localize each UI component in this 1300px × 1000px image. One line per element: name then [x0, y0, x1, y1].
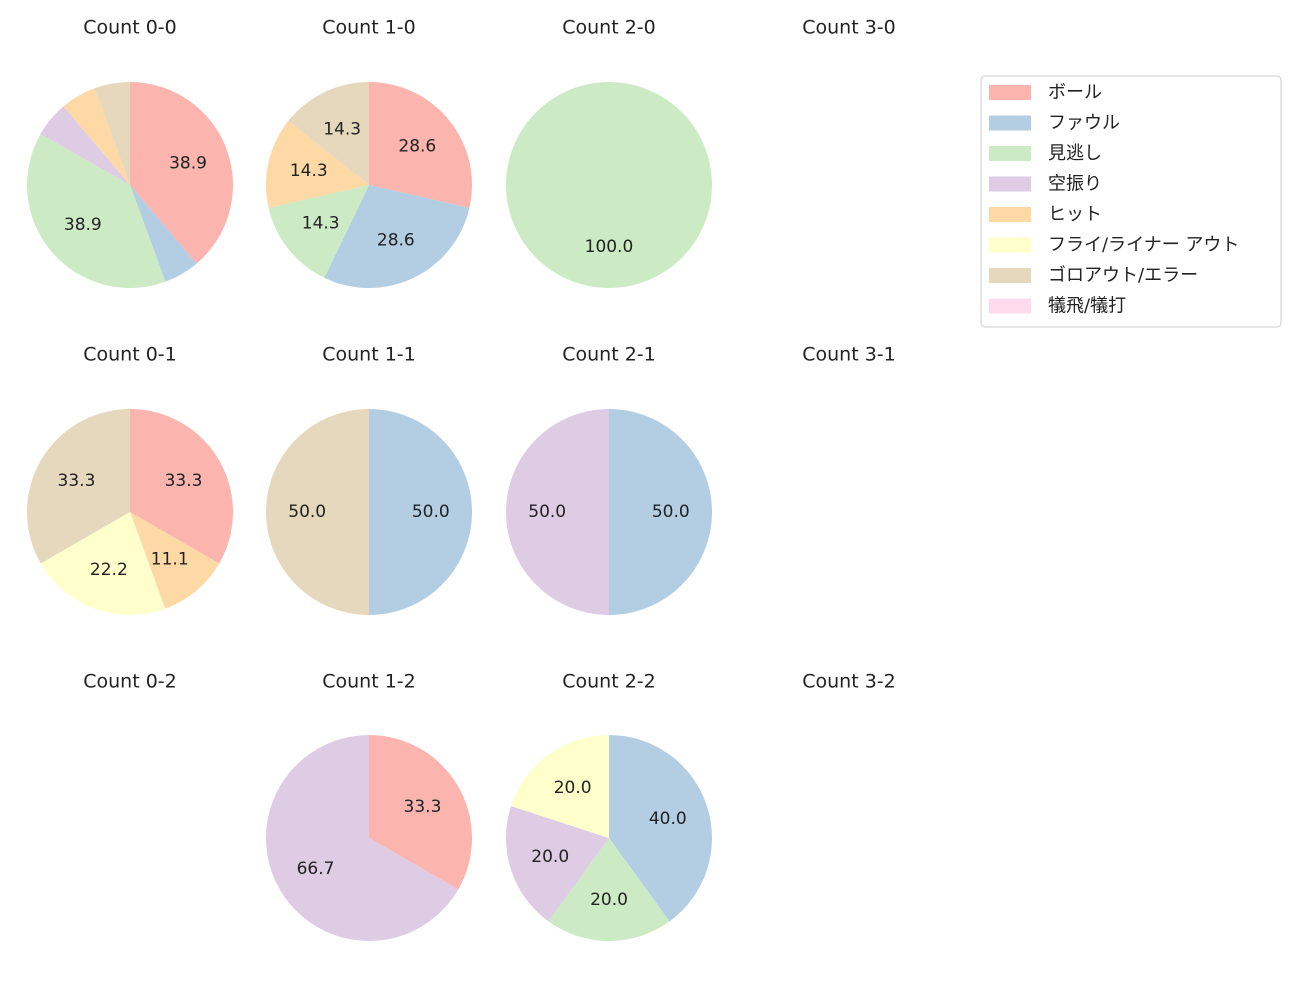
chart-title: Count 0-0	[83, 17, 177, 39]
value-label: 20.0	[554, 778, 592, 798]
legend-box	[980, 75, 1282, 328]
value-label: 20.0	[590, 890, 628, 910]
value-label: 100.0	[585, 237, 634, 257]
legend-label: ファウル	[1048, 113, 1120, 134]
value-label: 40.0	[649, 809, 687, 829]
pie-slice	[506, 409, 609, 615]
value-label: 38.9	[169, 154, 207, 174]
value-label: 50.0	[288, 502, 326, 522]
chart-title: Count 2-2	[562, 671, 656, 693]
legend-label: ヒット	[1048, 204, 1102, 225]
value-label: 14.3	[323, 119, 361, 139]
pie-slice	[369, 409, 472, 615]
value-label: 38.9	[64, 215, 102, 235]
pie-slice	[268, 185, 369, 278]
pie-slice	[506, 82, 712, 288]
pie-slice	[26, 134, 166, 289]
chart-title: Count 1-1	[322, 344, 416, 366]
value-label: 33.3	[165, 471, 203, 491]
chart-title: Count 3-2	[802, 671, 896, 693]
legend-swatch	[989, 237, 1031, 253]
pie-slice	[266, 409, 369, 615]
pie-slice	[130, 512, 220, 609]
legend-label: フライ/ライナー アウト	[1048, 235, 1239, 256]
pie-slice	[40, 512, 166, 615]
pie-slice	[130, 409, 233, 564]
pie-slice	[94, 82, 130, 185]
legend-swatch	[989, 176, 1031, 192]
chart-title: Count 2-0	[562, 17, 656, 39]
value-label: 14.3	[302, 214, 340, 234]
legend-swatch	[989, 207, 1031, 222]
pie-slice	[548, 838, 670, 941]
value-label: 14.3	[290, 161, 328, 181]
pie-slice	[369, 82, 472, 208]
pie-slice	[130, 185, 197, 282]
value-label: 33.3	[58, 471, 96, 491]
value-label: 66.7	[297, 859, 335, 879]
pie-slice	[288, 82, 369, 185]
legend-label: ゴロアウト/エラー	[1048, 265, 1198, 286]
pie-slice	[324, 185, 470, 289]
chart-title: Count 1-2	[322, 671, 416, 693]
pie-slice	[609, 735, 713, 922]
value-label: 11.1	[151, 549, 189, 569]
pie-slice	[27, 409, 130, 564]
chart-title: Count 1-0	[322, 17, 416, 39]
chart-title: Count 0-2	[83, 671, 177, 693]
value-label: 50.0	[528, 502, 566, 522]
legend-swatch	[989, 85, 1031, 100]
pie-slice	[369, 735, 472, 890]
value-label: 22.2	[90, 560, 128, 580]
chart-title: Count 3-1	[802, 344, 896, 366]
pie-slice	[40, 106, 130, 185]
value-label: 50.0	[412, 502, 450, 522]
pie-slice	[130, 82, 234, 264]
pie-slice	[506, 806, 609, 922]
legend-label: ボール	[1048, 82, 1102, 103]
legend-label: 見逃し	[1048, 143, 1102, 164]
legend-swatch	[989, 268, 1031, 283]
chart-title: Count 2-1	[562, 344, 656, 366]
value-label: 28.6	[377, 231, 415, 251]
value-label: 20.0	[531, 847, 569, 867]
value-label: 28.6	[398, 136, 436, 156]
chart-title: Count 3-0	[802, 17, 896, 39]
value-label: 50.0	[652, 502, 690, 522]
pie-slice	[511, 735, 609, 838]
legend-swatch	[989, 146, 1031, 161]
pie-slice	[266, 735, 459, 941]
legend-label: 犠飛/犠打	[1048, 296, 1126, 317]
chart-title: Count 0-1	[83, 344, 177, 366]
value-label: 33.3	[404, 797, 442, 817]
legend-label: 空振り	[1048, 174, 1102, 195]
legend-swatch	[989, 298, 1031, 314]
pie-slice	[63, 88, 130, 185]
legend-swatch	[989, 115, 1031, 131]
pie-slice	[266, 120, 369, 208]
pie-slice	[609, 409, 712, 615]
